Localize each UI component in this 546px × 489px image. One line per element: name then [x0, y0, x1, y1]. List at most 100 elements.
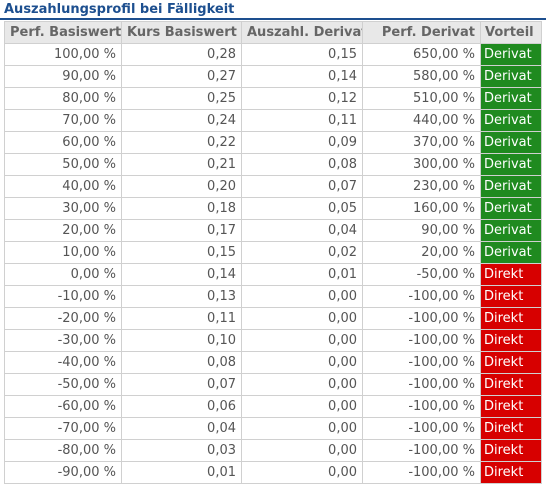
auszahl-derivat-cell: 0,00: [241, 417, 363, 440]
kurs-basiswert-cell: 0,20: [121, 175, 242, 198]
auszahl-derivat-cell: 0,11: [241, 109, 363, 132]
vorteil-cell: Derivat: [480, 109, 542, 132]
vorteil-cell: Direkt: [480, 351, 542, 374]
perf-derivat-cell: -100,00 %: [362, 307, 481, 330]
table-row: -70,00 % 0,04 0,00 -100,00 % Direkt: [4, 417, 542, 440]
vorteil-cell: Direkt: [480, 285, 542, 308]
perf-derivat-cell: 510,00 %: [362, 87, 481, 110]
vorteil-cell: Direkt: [480, 307, 542, 330]
table-row: 70,00 % 0,24 0,11 440,00 % Derivat: [4, 109, 542, 132]
table-row: -30,00 % 0,10 0,00 -100,00 % Direkt: [4, 329, 542, 352]
perf-basiswert-cell: -70,00 %: [4, 417, 122, 440]
perf-derivat-cell: 370,00 %: [362, 131, 481, 154]
perf-derivat-cell: -100,00 %: [362, 395, 481, 418]
kurs-basiswert-cell: 0,07: [121, 373, 242, 396]
auszahl-derivat-cell: 0,01: [241, 263, 363, 286]
perf-basiswert-cell: 0,00 %: [4, 263, 122, 286]
table-row: 90,00 % 0,27 0,14 580,00 % Derivat: [4, 65, 542, 88]
kurs-basiswert-cell: 0,18: [121, 197, 242, 220]
kurs-basiswert-cell: 0,25: [121, 87, 242, 110]
perf-basiswert-cell: -40,00 %: [4, 351, 122, 374]
table-row: -50,00 % 0,07 0,00 -100,00 % Direkt: [4, 373, 542, 396]
table-row: 80,00 % 0,25 0,12 510,00 % Derivat: [4, 87, 542, 110]
perf-basiswert-cell: -10,00 %: [4, 285, 122, 308]
table-body: 100,00 % 0,28 0,15 650,00 % Derivat 90,00 % 0,…: [4, 43, 542, 484]
vorteil-cell: Direkt: [480, 329, 542, 352]
vorteil-cell: Derivat: [480, 197, 542, 220]
table-row: -80,00 % 0,03 0,00 -100,00 % Direkt: [4, 439, 542, 462]
auszahl-derivat-cell: 0,05: [241, 197, 363, 220]
perf-basiswert-cell: -50,00 %: [4, 373, 122, 396]
auszahl-derivat-cell: 0,00: [241, 329, 363, 352]
perf-derivat-cell: 160,00 %: [362, 197, 481, 220]
table-row: -40,00 % 0,08 0,00 -100,00 % Direkt: [4, 351, 542, 374]
vorteil-cell: Derivat: [480, 43, 542, 66]
kurs-basiswert-cell: 0,15: [121, 241, 242, 264]
perf-derivat-cell: 650,00 %: [362, 43, 481, 66]
auszahl-derivat-cell: 0,00: [241, 351, 363, 374]
perf-derivat-cell: -100,00 %: [362, 351, 481, 374]
vorteil-cell: Direkt: [480, 395, 542, 418]
perf-basiswert-cell: -90,00 %: [4, 461, 122, 484]
perf-derivat-cell: -100,00 %: [362, 417, 481, 440]
header-perf-derivat: Perf. Derivat: [362, 21, 481, 44]
perf-basiswert-cell: 80,00 %: [4, 87, 122, 110]
table-header: Perf. Basiswert Kurs Basiswert Auszahl. …: [4, 21, 542, 44]
header-kurs-basiswert: Kurs Basiswert: [121, 21, 242, 44]
panel-title: Auszahlungsprofil bei Fälligkeit: [4, 2, 235, 17]
vorteil-cell: Derivat: [480, 65, 542, 88]
perf-basiswert-cell: 100,00 %: [4, 43, 122, 66]
kurs-basiswert-cell: 0,17: [121, 219, 242, 242]
kurs-basiswert-cell: 0,27: [121, 65, 242, 88]
table-row: 50,00 % 0,21 0,08 300,00 % Derivat: [4, 153, 542, 176]
perf-derivat-cell: 580,00 %: [362, 65, 481, 88]
table-row: -90,00 % 0,01 0,00 -100,00 % Direkt: [4, 461, 542, 484]
vorteil-cell: Direkt: [480, 439, 542, 462]
vorteil-cell: Derivat: [480, 87, 542, 110]
kurs-basiswert-cell: 0,13: [121, 285, 242, 308]
perf-derivat-cell: -100,00 %: [362, 461, 481, 484]
auszahl-derivat-cell: 0,02: [241, 241, 363, 264]
kurs-basiswert-cell: 0,08: [121, 351, 242, 374]
vorteil-cell: Direkt: [480, 373, 542, 396]
vorteil-cell: Derivat: [480, 175, 542, 198]
perf-derivat-cell: 90,00 %: [362, 219, 481, 242]
table-row: 0,00 % 0,14 0,01 -50,00 % Direkt: [4, 263, 542, 286]
auszahl-derivat-cell: 0,09: [241, 131, 363, 154]
perf-basiswert-cell: -30,00 %: [4, 329, 122, 352]
kurs-basiswert-cell: 0,22: [121, 131, 242, 154]
auszahl-derivat-cell: 0,12: [241, 87, 363, 110]
vorteil-cell: Direkt: [480, 461, 542, 484]
auszahl-derivat-cell: 0,00: [241, 373, 363, 396]
kurs-basiswert-cell: 0,21: [121, 153, 242, 176]
vorteil-cell: Derivat: [480, 241, 542, 264]
table-row: 20,00 % 0,17 0,04 90,00 % Derivat: [4, 219, 542, 242]
table-row: 10,00 % 0,15 0,02 20,00 % Derivat: [4, 241, 542, 264]
perf-derivat-cell: 20,00 %: [362, 241, 481, 264]
table-row: -20,00 % 0,11 0,00 -100,00 % Direkt: [4, 307, 542, 330]
perf-derivat-cell: -100,00 %: [362, 285, 481, 308]
perf-derivat-cell: 230,00 %: [362, 175, 481, 198]
auszahl-derivat-cell: 0,15: [241, 43, 363, 66]
kurs-basiswert-cell: 0,28: [121, 43, 242, 66]
header-perf-basiswert: Perf. Basiswert: [4, 21, 122, 44]
kurs-basiswert-cell: 0,01: [121, 461, 242, 484]
kurs-basiswert-cell: 0,06: [121, 395, 242, 418]
table-row: 40,00 % 0,20 0,07 230,00 % Derivat: [4, 175, 542, 198]
table-row: -60,00 % 0,06 0,00 -100,00 % Direkt: [4, 395, 542, 418]
kurs-basiswert-cell: 0,03: [121, 439, 242, 462]
auszahl-derivat-cell: 0,14: [241, 65, 363, 88]
header-row: Perf. Basiswert Kurs Basiswert Auszahl. …: [4, 21, 542, 44]
kurs-basiswert-cell: 0,24: [121, 109, 242, 132]
vorteil-cell: Derivat: [480, 219, 542, 242]
kurs-basiswert-cell: 0,04: [121, 417, 242, 440]
perf-basiswert-cell: -20,00 %: [4, 307, 122, 330]
title-underline: [0, 18, 546, 20]
perf-basiswert-cell: 40,00 %: [4, 175, 122, 198]
kurs-basiswert-cell: 0,14: [121, 263, 242, 286]
perf-basiswert-cell: 70,00 %: [4, 109, 122, 132]
header-auszahl-derivat: Auszahl. Derivat: [241, 21, 363, 44]
perf-basiswert-cell: 90,00 %: [4, 65, 122, 88]
vorteil-cell: Derivat: [480, 131, 542, 154]
perf-derivat-cell: -100,00 %: [362, 329, 481, 352]
